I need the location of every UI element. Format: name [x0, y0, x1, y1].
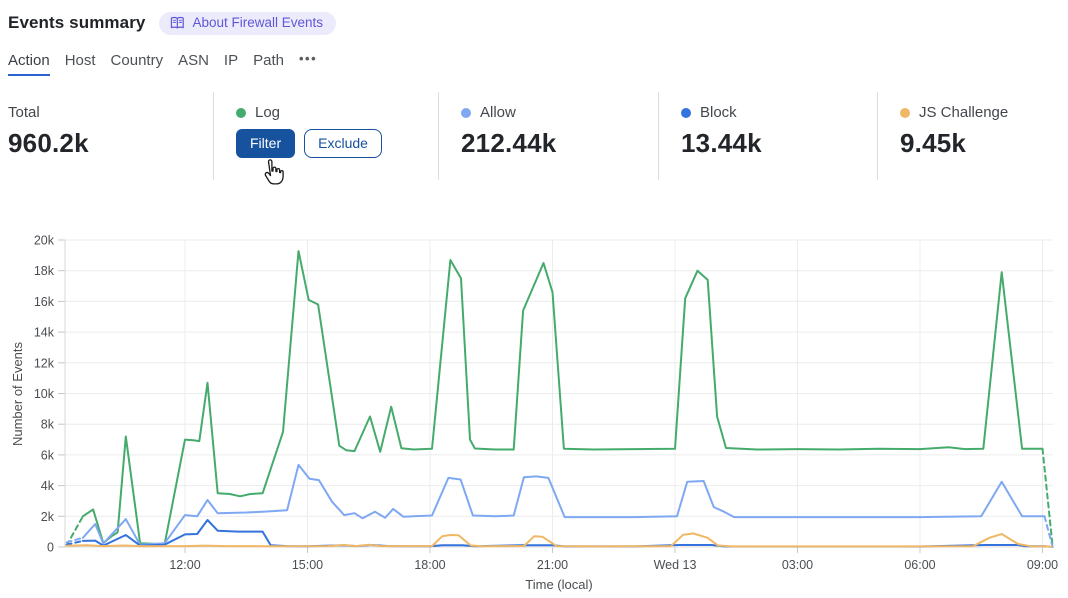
tab-asn[interactable]: ASN [178, 52, 209, 69]
y-tick-label: 20k [34, 234, 55, 248]
y-axis-title: Number of Events [10, 341, 25, 446]
x-axis-title: Time (local) [525, 577, 592, 592]
y-tick-label: 6k [41, 448, 55, 462]
y-tick-label: 8k [41, 418, 55, 432]
stat-total-label: Total [8, 104, 40, 121]
x-tick-label: 21:00 [537, 558, 568, 572]
stat-log: Log Filter Exclude [213, 92, 438, 180]
js-challenge-series-dot [900, 107, 910, 118]
tab-country[interactable]: Country [110, 52, 164, 69]
allow-series-dot [461, 107, 471, 118]
x-tick-label: Wed 13 [654, 558, 697, 572]
series-js-challenge-line [65, 532, 1048, 548]
more-tabs-button[interactable]: ••• [298, 51, 318, 66]
y-tick-label: 12k [34, 356, 55, 370]
y-tick-label: 18k [34, 264, 55, 278]
filter-button[interactable]: Filter [236, 129, 296, 158]
series-allow-dashed [65, 536, 84, 544]
y-tick-label: 2k [41, 510, 55, 524]
stat-js-challenge-label: JS Challenge [919, 104, 1009, 121]
series-block-line [81, 519, 1046, 548]
y-tick-label: 14k [34, 326, 55, 340]
series-block-dashed [65, 539, 84, 546]
series-allow-dashed [1043, 515, 1054, 548]
series-js-challenge-dashed [1045, 545, 1054, 548]
tab-path[interactable]: Path [253, 52, 284, 69]
x-tick-label: 03:00 [782, 558, 813, 572]
badge-label: About Firewall Events [192, 14, 324, 30]
stat-block-label: Block [700, 104, 737, 121]
series-log-line [81, 250, 1044, 546]
stat-allow: Allow 212.44k [438, 92, 658, 180]
stat-allow-value: 212.44k [461, 128, 557, 158]
stat-allow-label: Allow [480, 104, 516, 121]
stat-total: Total 960.2k [0, 92, 213, 180]
stat-block-value: 13.44k [681, 128, 762, 158]
x-tick-label: 06:00 [904, 558, 935, 572]
block-series-dot [681, 107, 691, 118]
tab-host[interactable]: Host [64, 52, 96, 69]
stat-log-label: Log [255, 104, 281, 121]
x-tick-label: 12:00 [169, 558, 200, 572]
x-tick-label: 09:00 [1027, 558, 1058, 572]
x-tick-label: 15:00 [292, 558, 323, 572]
exclude-button[interactable]: Exclude [304, 129, 382, 158]
tab-bar: Action Host Country ASN IP Path ••• [0, 50, 1068, 76]
y-tick-label: 4k [41, 479, 55, 493]
stat-js-challenge-value: 9.45k [900, 128, 967, 158]
stat-block: Block 13.44k [658, 92, 877, 180]
page-title: Events summary [8, 13, 146, 32]
log-series-dot [236, 107, 246, 118]
about-firewall-events-badge[interactable]: About Firewall Events [159, 11, 337, 35]
x-tick-label: 18:00 [414, 558, 445, 572]
y-tick-label: 10k [34, 387, 55, 401]
tab-ip[interactable]: IP [223, 52, 239, 69]
book-icon [171, 16, 185, 28]
panel-header: Events summary About Firewall Events [0, 0, 1068, 36]
series-allow-line [81, 463, 1046, 546]
series-log-dashed [1041, 447, 1054, 548]
y-tick-label: 16k [34, 295, 55, 309]
stats-row: Total 960.2k Log Filter Exclude Allow 21… [0, 92, 1068, 180]
events-time-series-chart[interactable]: 0 2k 4k 6k 8k 10k 12k 14k 16k 18k 20k 12:00 15:00 18:… [0, 210, 1068, 598]
stat-js-challenge: JS Challenge 9.45k [877, 92, 1068, 180]
y-tick-label: 0 [47, 541, 54, 555]
tab-action[interactable]: Action [8, 52, 50, 76]
stat-total-value: 960.2k [8, 128, 89, 158]
